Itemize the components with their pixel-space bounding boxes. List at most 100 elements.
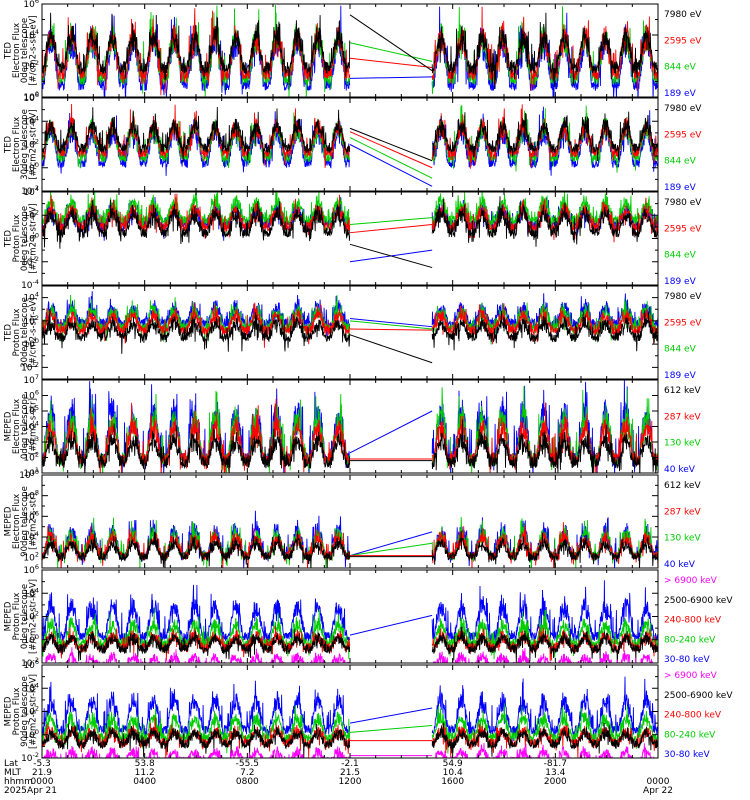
- gap-interpolation-line: [349, 318, 433, 328]
- gap-interpolation-line: [349, 614, 433, 636]
- gap-interpolation-line: [349, 14, 433, 72]
- series-trace-2500-6900-kev: [42, 722, 658, 758]
- legend-entry: 40 keV: [664, 465, 696, 475]
- legend-entry: 40 keV: [664, 560, 696, 570]
- legend-entry: 189 eV: [664, 183, 697, 193]
- y-axis-label-line: 90deg telescope: [20, 676, 30, 747]
- series-trace-7980-ev: [42, 308, 658, 354]
- gap-interpolation-line: [349, 224, 433, 234]
- panel-3-traces: [42, 192, 658, 269]
- gap-interpolation-line: [349, 137, 433, 179]
- legend-entry: 2595 eV: [664, 130, 702, 140]
- y-axis-label: TEDElectron Flux0deg telescope[#/cm2-s-s…: [4, 15, 39, 85]
- y-axis-label: TEDProton Flux0deg telescope[#/cm2-s-str…: [4, 203, 39, 273]
- panel-8-traces: [42, 676, 658, 758]
- series-trace-2500-6900-kev: [42, 626, 658, 663]
- legend-entry: > 6900 keV: [664, 671, 718, 681]
- series-trace-612-kev: [42, 530, 658, 568]
- y-axis-label-line: MEPED: [4, 506, 14, 536]
- y-axis-label-line: [#/cm2-s-str-eV]: [28, 15, 38, 85]
- y-axis-label-line: 0deg telescope: [20, 584, 30, 649]
- y-axis-label-line: 90deg telescope: [20, 486, 30, 557]
- x-axis-tick-label: -55.5: [236, 759, 259, 769]
- series-trace-30-80-kev: [42, 580, 658, 652]
- legend-entry: 2595 eV: [664, 36, 702, 46]
- y-axis-label-line: Proton Flux: [12, 309, 22, 357]
- y-axis-label: MEPEDElectron Flux90deg telescope[#/cm2-…: [4, 486, 39, 557]
- y-axis-label-line: 0deg telescope: [20, 206, 30, 271]
- x-axis-tick-label: 21.5: [340, 768, 360, 778]
- y-axis-label-line: TED: [4, 323, 14, 342]
- legend-entry: 240-800 keV: [664, 616, 722, 626]
- gap-interpolation-line: [349, 410, 433, 454]
- y-axis-label-line: [#/cm2-s-str-eV]: [28, 297, 38, 367]
- gap-interpolation-line: [349, 320, 433, 330]
- legend-entry: 844 eV: [664, 251, 697, 261]
- y-axis-label: MEPEDProton Flux90deg telescope[#/cm2-s-…: [4, 674, 39, 749]
- panel-1-traces: [42, 4, 658, 97]
- legend-entry: 612 keV: [664, 481, 701, 491]
- gap-interpolation-line: [349, 76, 433, 79]
- x-axis-row-label: hhmm: [4, 777, 33, 787]
- y-axis-label-line: MEPED: [4, 696, 14, 726]
- y-axis-label-line: [#/cm2-s-str]: [28, 398, 38, 455]
- x-axis-row-label: Lat: [4, 759, 19, 769]
- x-axis-tick-label: 1600: [441, 777, 464, 787]
- series-trace-7980-ev: [42, 106, 658, 164]
- y-axis-label-line: TED: [4, 229, 14, 248]
- series-trace-2595-ev: [42, 302, 658, 348]
- x-axis-tick-label: 0800: [236, 777, 259, 787]
- legend-entry: 7980 eV: [664, 104, 702, 114]
- panel-4-traces: [42, 291, 658, 364]
- gap-interpolation-line: [349, 542, 433, 557]
- x-axis-tick-label: 54.9: [443, 759, 463, 769]
- legend-entry: 240-800 keV: [664, 711, 722, 721]
- y-axis-label-line: Electron Flux: [12, 399, 22, 454]
- gap-interpolation-line: [349, 127, 433, 162]
- gap-interpolation-line: [349, 707, 433, 724]
- gap-interpolation-line: [349, 243, 433, 269]
- legend-entry: 30-80 keV: [664, 655, 710, 665]
- x-axis-tick-label: 0000: [647, 777, 670, 787]
- y-axis-label: TEDElectron Flux30deg telescope[#/cm2-s-…: [4, 109, 39, 180]
- legend-entry: 7980 eV: [664, 10, 702, 20]
- y-tick-label: 106: [23, 0, 39, 10]
- gap-interpolation-line: [349, 217, 433, 226]
- y-axis-label-line: [#/cm2-s-str-keV]: [28, 674, 38, 749]
- x-axis-tick-label: 0400: [133, 777, 156, 787]
- y-axis-label-line: Electron Flux: [12, 494, 22, 549]
- gap-interpolation-line: [349, 131, 433, 169]
- panel-5-traces: [42, 380, 658, 473]
- legend-entry: 2500-6900 keV: [664, 596, 733, 606]
- legend-entry: 189 eV: [664, 277, 697, 287]
- legend-entry: 287 keV: [664, 412, 701, 422]
- x-axis-tick-label: 2000: [544, 777, 567, 787]
- x-axis-tick-label: Apr 21: [27, 786, 57, 796]
- legend-entry: 80-240 keV: [664, 730, 716, 740]
- legend-entry: 189 eV: [664, 89, 697, 99]
- y-axis-label-line: Electron Flux: [12, 23, 22, 78]
- panel-2-traces: [42, 103, 658, 187]
- x-axis-tick-label: Apr 22: [643, 786, 673, 796]
- x-axis-row-label: 2025: [4, 786, 27, 796]
- gap-interpolation-line: [349, 144, 433, 187]
- series-trace-7980-ev: [42, 196, 658, 249]
- y-axis-label-line: 0deg telescope: [20, 394, 30, 459]
- y-axis-label-line: Proton Flux: [12, 215, 22, 263]
- y-axis-label-line: [#/cm2-s-str-eV]: [28, 203, 38, 273]
- legend-entry: 130 keV: [664, 534, 701, 544]
- x-axis-tick-label: 13.4: [545, 768, 565, 778]
- legend-entry: 2595 eV: [664, 318, 702, 328]
- legend-entry: 287 keV: [664, 507, 701, 517]
- series-trace-612-kev: [42, 419, 658, 473]
- y-axis-label-line: [#/cm2-s-str]: [28, 493, 38, 550]
- y-axis-label: MEPEDProton Flux0deg telescope[#/cm2-s-s…: [4, 579, 39, 654]
- legend-entry: 844 eV: [664, 157, 697, 167]
- gap-interpolation-line: [349, 42, 433, 62]
- legend-entry: 30-80 keV: [664, 750, 710, 760]
